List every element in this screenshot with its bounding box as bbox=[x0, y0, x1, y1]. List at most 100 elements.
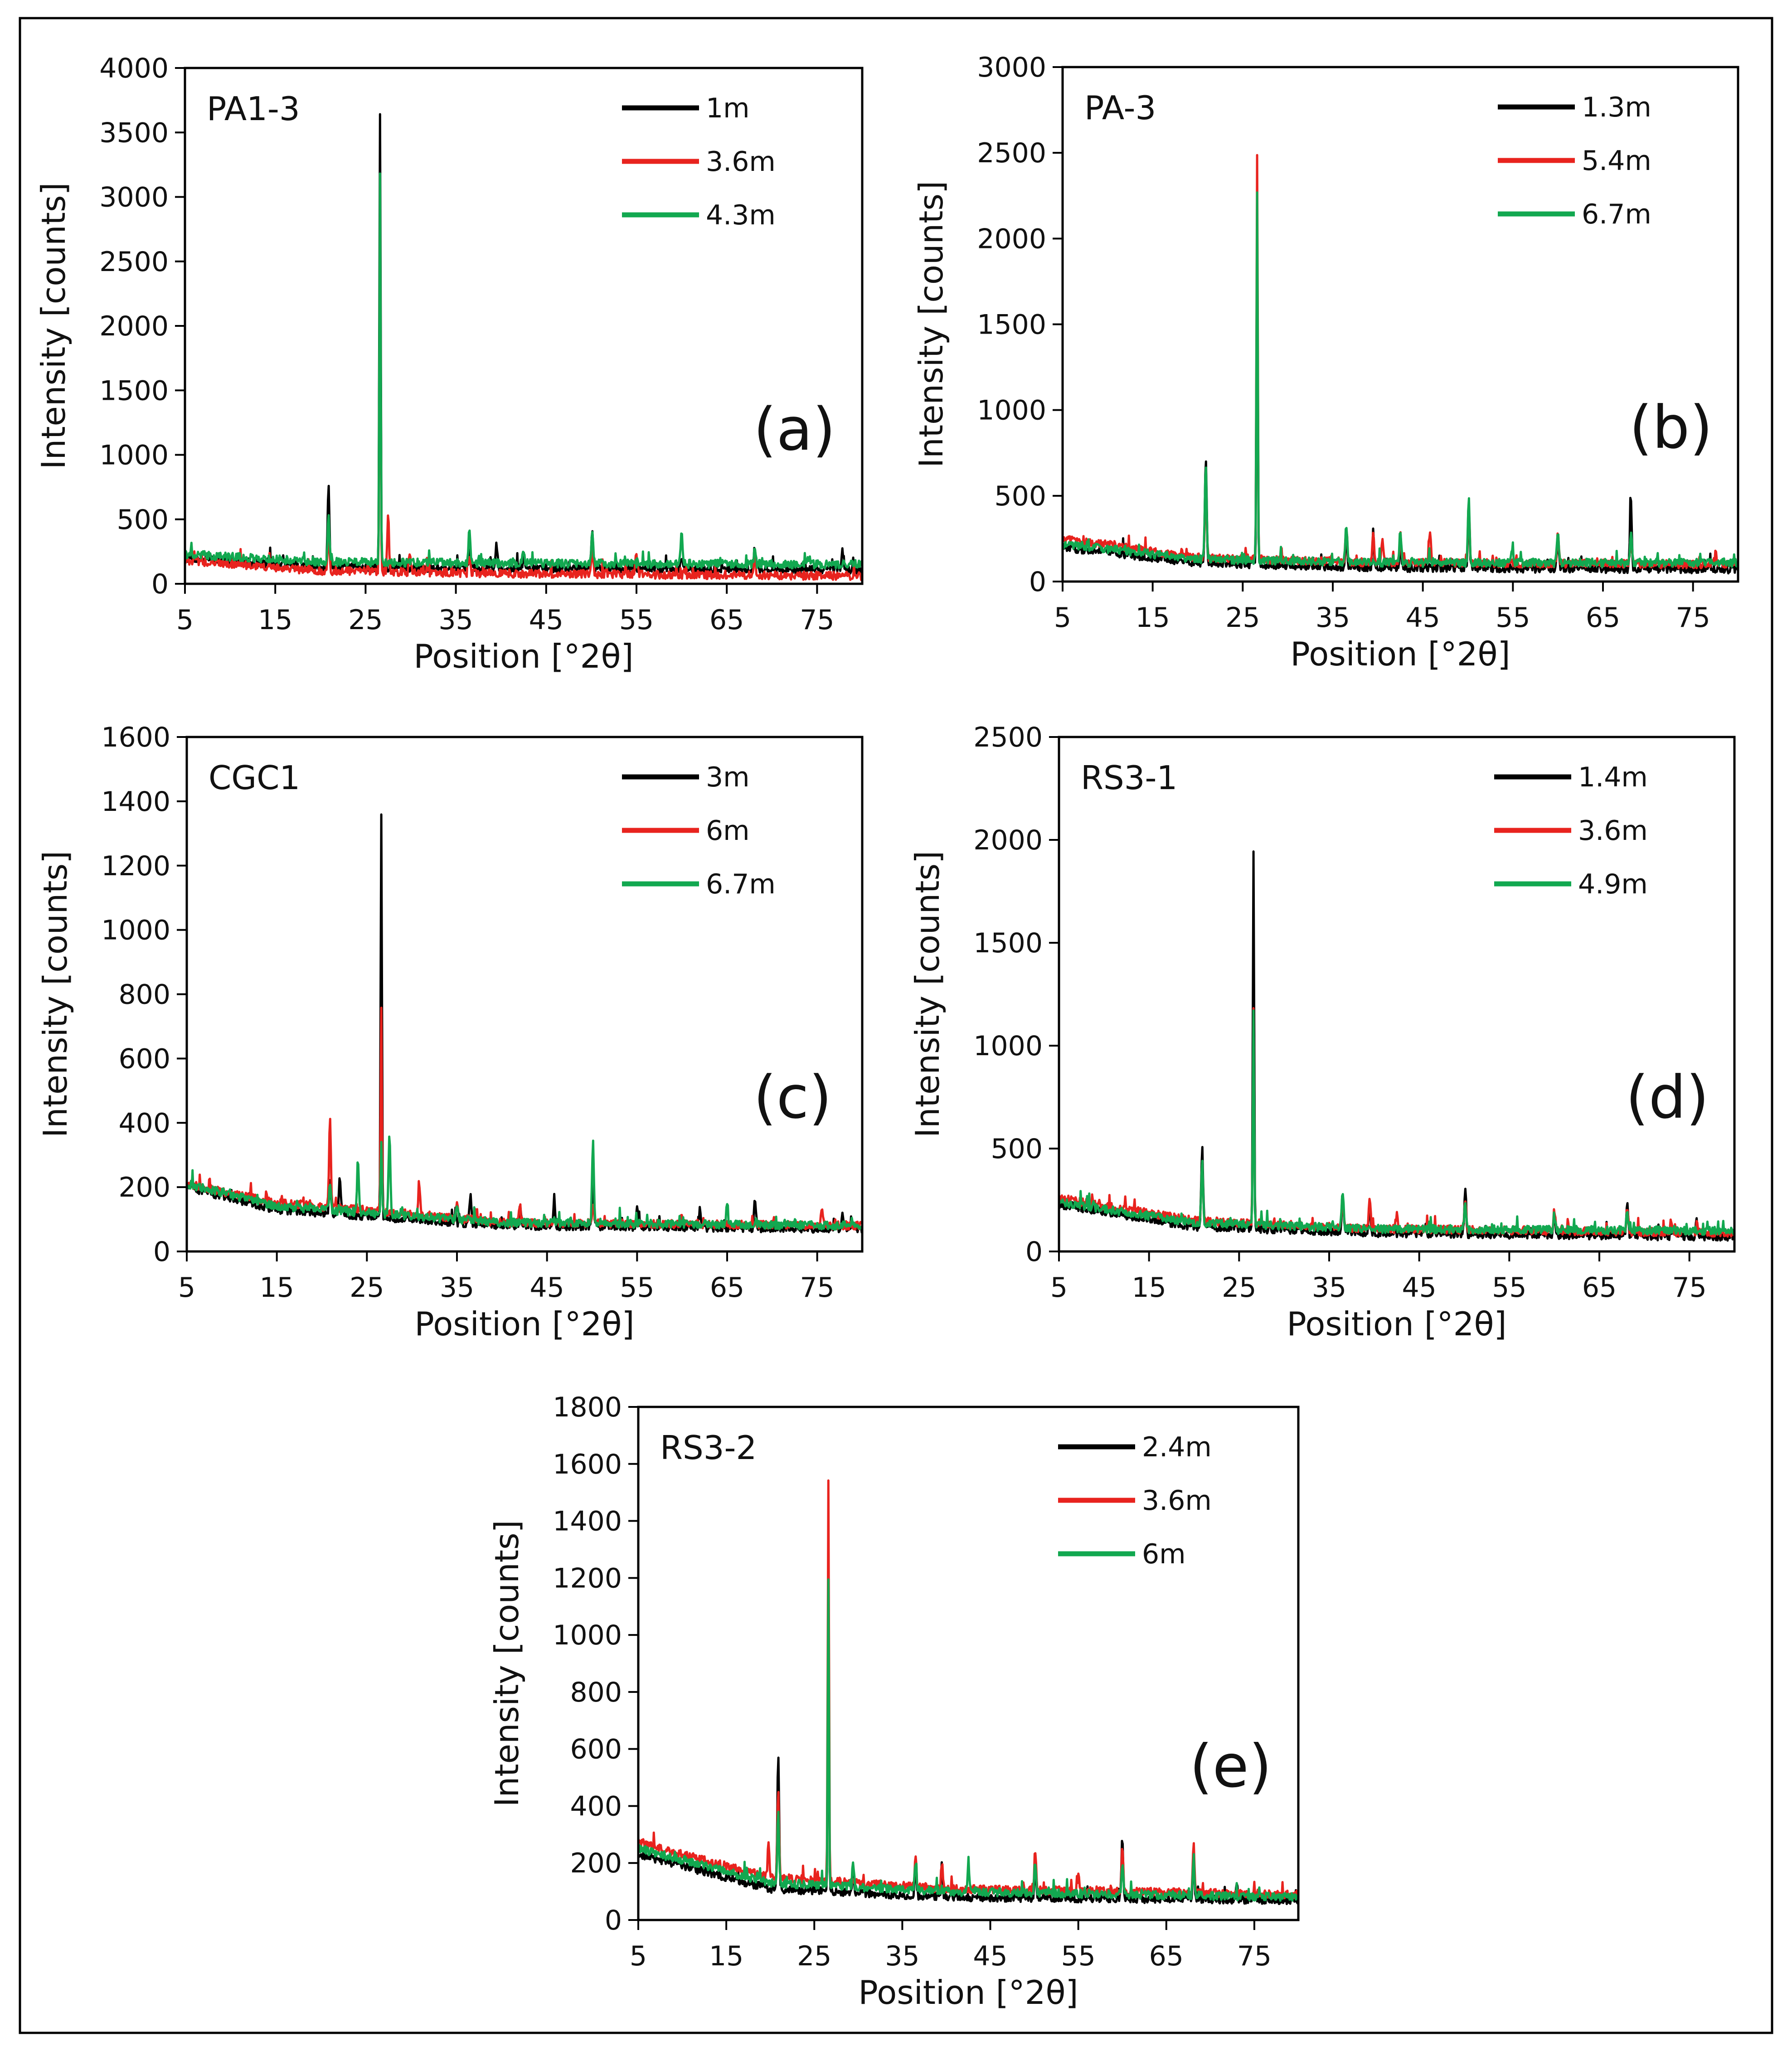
x-tick-label: 65 bbox=[1582, 1272, 1617, 1304]
x-tick-label: 25 bbox=[1225, 602, 1260, 634]
y-axis-label: Intensity [counts] bbox=[908, 851, 947, 1138]
y-tick-label: 600 bbox=[118, 1043, 170, 1075]
x-tick-label: 75 bbox=[1672, 1272, 1706, 1304]
x-tick-label: 45 bbox=[1402, 1272, 1436, 1304]
legend-label: 3.6m bbox=[1142, 1485, 1212, 1517]
legend-label: 3.6m bbox=[1578, 815, 1648, 847]
legend-label: 1m bbox=[706, 92, 750, 124]
x-tick-label: 15 bbox=[258, 604, 292, 636]
chart-panel-d: 0 500 1000 1500 2000 2500 5 15 25 35 45 55 65 75 Posit… bbox=[908, 722, 1736, 1343]
legend-label: 2.4m bbox=[1142, 1431, 1212, 1463]
y-tick-label: 600 bbox=[570, 1734, 622, 1765]
legend-label: 6.7m bbox=[1582, 199, 1651, 230]
y-tick-label: 1000 bbox=[553, 1619, 622, 1651]
x-axis-label: Position [°2θ] bbox=[1290, 635, 1510, 673]
y-tick-label: 2500 bbox=[99, 246, 169, 278]
series-line-1.4m bbox=[1059, 850, 1734, 1242]
x-tick-label: 35 bbox=[885, 1940, 919, 1972]
legend-label: 4.3m bbox=[706, 199, 776, 231]
legend-label: 4.9m bbox=[1578, 868, 1648, 900]
x-tick-label: 45 bbox=[529, 604, 563, 636]
y-axis-label: Intensity [counts] bbox=[36, 851, 74, 1138]
x-tick-label: 25 bbox=[1222, 1272, 1256, 1304]
series-group bbox=[638, 1479, 1298, 1906]
x-tick-label: 75 bbox=[1237, 1940, 1272, 1972]
y-tick-label: 200 bbox=[118, 1172, 170, 1203]
panel-title: RS3-1 bbox=[1081, 759, 1177, 797]
y-tick-label: 1500 bbox=[973, 927, 1043, 959]
y-tick-label: 800 bbox=[118, 979, 170, 1011]
x-tick-label: 25 bbox=[797, 1940, 831, 1972]
x-tick-label: 25 bbox=[348, 604, 383, 636]
x-tick-label: 55 bbox=[1061, 1940, 1095, 1972]
y-tick-label: 1400 bbox=[101, 786, 170, 818]
series-line-3.6m bbox=[638, 1479, 1298, 1900]
series-line-4.9m bbox=[1059, 1009, 1734, 1236]
y-tick-label: 1400 bbox=[553, 1506, 622, 1537]
y-axis-label: Intensity [counts] bbox=[34, 182, 73, 469]
panel-title: CGC1 bbox=[209, 759, 300, 797]
y-tick-label: 1500 bbox=[977, 309, 1046, 341]
panel-title: PA-3 bbox=[1084, 89, 1156, 127]
y-axis-label: Intensity [counts] bbox=[488, 1520, 526, 1807]
x-tick-label: 55 bbox=[1496, 602, 1530, 634]
series-group bbox=[1059, 850, 1734, 1242]
series-group bbox=[1063, 154, 1738, 575]
x-tick-label: 15 bbox=[1135, 602, 1170, 634]
x-tick-label: 15 bbox=[1132, 1272, 1166, 1304]
plot-area-border bbox=[185, 736, 864, 1253]
y-tick-label: 1000 bbox=[99, 440, 169, 471]
y-tick-label: 3000 bbox=[99, 182, 169, 213]
plot-area-border bbox=[1058, 736, 1736, 1253]
x-tick-label: 75 bbox=[800, 1272, 834, 1304]
series-line-3.6m bbox=[185, 209, 862, 581]
x-tick-label: 65 bbox=[1149, 1940, 1184, 1972]
y-tick-label: 1500 bbox=[99, 375, 169, 407]
x-tick-label: 15 bbox=[259, 1272, 294, 1304]
x-tick-label: 45 bbox=[973, 1940, 1007, 1972]
y-tick-label: 1800 bbox=[553, 1392, 622, 1423]
legend-label: 6m bbox=[1142, 1538, 1186, 1570]
chart-panel-b: 0 500 1000 1500 2000 2500 3000 5 15 25 35 45 55 65 75 P… bbox=[912, 52, 1739, 673]
x-tick-label: 35 bbox=[1316, 602, 1350, 634]
x-tick-label: 65 bbox=[709, 604, 744, 636]
x-tick-label: 55 bbox=[1492, 1272, 1526, 1304]
legend-label: 1.3m bbox=[1582, 92, 1651, 123]
y-tick-label: 1000 bbox=[101, 915, 170, 946]
x-axis-label: Position [°2θ] bbox=[1287, 1305, 1506, 1343]
y-tick-label: 500 bbox=[991, 1133, 1043, 1165]
x-axis-label: Position [°2θ] bbox=[414, 1305, 634, 1343]
y-tick-label: 2500 bbox=[977, 137, 1046, 169]
chart-panel-a: 0 500 1000 1500 2000 2500 3000 3500 4000 5 15 25 35 4… bbox=[34, 53, 864, 675]
y-tick-label: 200 bbox=[570, 1847, 622, 1879]
y-tick-label: 1200 bbox=[101, 850, 170, 882]
y-tick-label: 500 bbox=[994, 480, 1046, 512]
x-tick-label: 45 bbox=[1405, 602, 1440, 634]
x-tick-label: 5 bbox=[178, 1272, 195, 1304]
y-axis-label: Intensity [counts] bbox=[912, 181, 950, 468]
plot-area-border bbox=[1061, 66, 1739, 583]
series-line-6.7m bbox=[1063, 191, 1738, 568]
series-group bbox=[185, 113, 862, 581]
legend-label: 3.6m bbox=[706, 146, 776, 178]
y-tick-label: 0 bbox=[153, 1236, 170, 1268]
x-axis-label: Position [°2θ] bbox=[858, 1973, 1078, 2012]
panel-title: RS3-2 bbox=[660, 1429, 757, 1467]
y-tick-label: 1000 bbox=[973, 1030, 1043, 1062]
x-tick-label: 45 bbox=[529, 1272, 564, 1304]
y-tick-label: 0 bbox=[1025, 1236, 1043, 1268]
x-tick-label: 35 bbox=[438, 604, 473, 636]
y-tick-label: 3000 bbox=[977, 52, 1046, 83]
x-tick-label: 35 bbox=[440, 1272, 474, 1304]
series-line-4.3m bbox=[185, 172, 862, 570]
y-tick-label: 2000 bbox=[973, 824, 1043, 856]
y-tick-label: 0 bbox=[605, 1905, 622, 1936]
y-tick-label: 4000 bbox=[99, 53, 169, 84]
series-group bbox=[187, 813, 862, 1234]
y-tick-label: 500 bbox=[117, 504, 169, 536]
y-tick-label: 3500 bbox=[99, 117, 169, 149]
legend-label: 5.4m bbox=[1582, 145, 1651, 177]
x-axis-label: Position [°2θ] bbox=[413, 637, 633, 675]
